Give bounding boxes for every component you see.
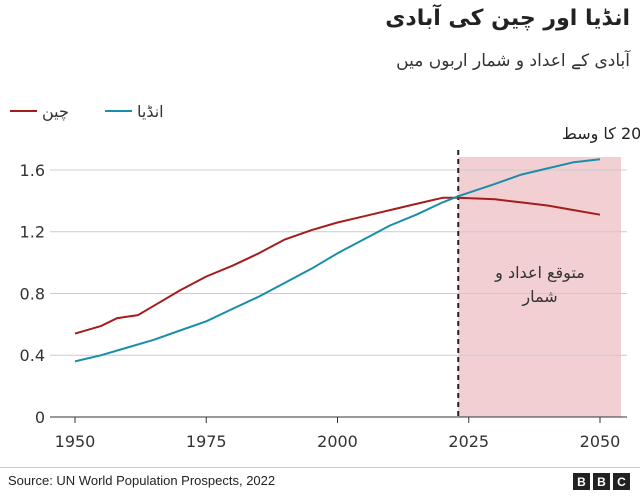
footer-divider: [0, 467, 640, 468]
source-note: Source: UN World Population Prospects, 2…: [8, 473, 276, 488]
series-line-china: [74, 196, 601, 335]
logo-letter: B: [593, 473, 610, 490]
x-tick-label: 2050: [580, 432, 621, 451]
x-tick-label: 1975: [186, 432, 227, 451]
projection-region-label: شمار: [521, 287, 557, 307]
x-tick-label: 2000: [317, 432, 358, 451]
logo-letter: B: [573, 473, 590, 490]
chart-title: انڈیا اور چین کی آبادی: [385, 6, 630, 31]
y-tick-label: 0.4: [20, 346, 45, 365]
chart-subtitle: آبادی کے اعداد و شمار اربوں میں: [396, 51, 630, 71]
legend-label: چین: [42, 102, 69, 122]
series-line-india: [74, 158, 601, 363]
logo-letter: C: [613, 473, 630, 490]
y-tick-label: 1.2: [20, 223, 45, 242]
x-tick-label: 1950: [55, 432, 96, 451]
projection-region: [458, 157, 621, 417]
projection-region-label: متوقع اعداد و: [494, 263, 585, 283]
y-tick-label: 0.8: [20, 284, 45, 303]
x-tick-label: 2025: [448, 432, 489, 451]
y-tick-label: 1.6: [20, 161, 45, 180]
line-chart: 0 0.4 0.8 1.2 1.6 1950 1975 2000 2025 2050 2023 کا…: [10, 102, 640, 451]
y-tick-label: 0: [35, 408, 45, 427]
projection-marker-label: 2023 کا وسط: [562, 124, 640, 144]
bbc-logo: B B C: [573, 473, 630, 490]
legend-label: انڈیا: [137, 102, 164, 121]
